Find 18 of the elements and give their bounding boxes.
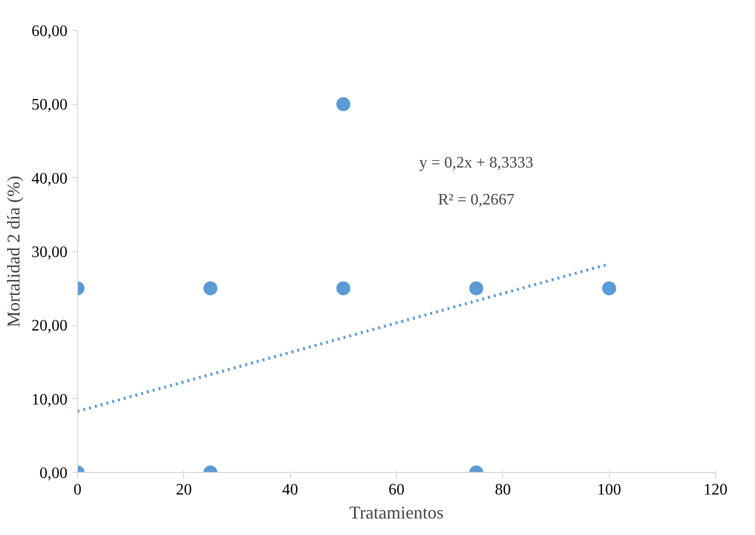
annotation: y = 0,2x + 8,3333 [419,154,534,172]
x-tick-label: 0 [74,482,82,498]
x-axis-title: Tratamientos [349,502,444,522]
x-tick-label: 20 [176,482,192,498]
y-tick-label: 20,00 [32,318,68,335]
x-tick-label: 80 [494,482,511,498]
x-tick-label: 100 [597,482,622,498]
y-tick-label: 0,00 [40,465,68,482]
annotation: R² = 0,2667 [438,191,515,208]
x-tick-label: 40 [282,482,298,498]
y-tick-label: 30,00 [32,244,68,261]
y-axis-title: Mortalidad 2 día (%) [4,176,24,328]
x-tick-label: 60 [388,482,404,498]
y-tick-label: 60,00 [32,23,68,40]
y-tick-label: 40,00 [32,170,68,188]
y-tick-label: 10,00 [32,391,68,408]
x-tick-label: 120 [704,482,728,498]
y-tick-label: 50,00 [32,96,68,114]
